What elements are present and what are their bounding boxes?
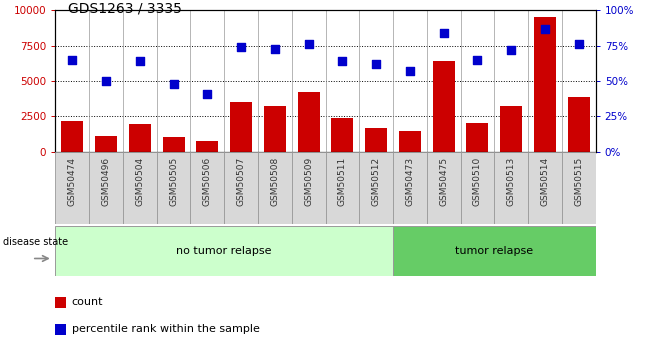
Text: no tumor relapse: no tumor relapse — [176, 246, 272, 256]
Text: GSM50508: GSM50508 — [270, 157, 279, 206]
Bar — [123, 152, 157, 224]
Text: GSM50496: GSM50496 — [102, 157, 111, 206]
Bar — [163, 137, 184, 152]
Bar — [534, 17, 556, 152]
Bar — [157, 152, 191, 224]
Text: GSM50509: GSM50509 — [304, 157, 313, 206]
Bar — [359, 152, 393, 224]
Point — [101, 78, 111, 84]
Bar — [55, 152, 89, 224]
Bar — [467, 123, 488, 152]
Text: GSM50512: GSM50512 — [372, 157, 381, 206]
Bar — [433, 61, 454, 152]
Text: GSM50511: GSM50511 — [338, 157, 347, 206]
Text: GSM50513: GSM50513 — [506, 157, 516, 206]
Text: count: count — [72, 297, 103, 307]
Point — [67, 57, 77, 63]
Text: disease state: disease state — [3, 237, 68, 247]
Text: GSM50506: GSM50506 — [203, 157, 212, 206]
Bar — [528, 152, 562, 224]
Bar — [264, 106, 286, 152]
Text: GSM50505: GSM50505 — [169, 157, 178, 206]
Point — [540, 26, 550, 31]
Bar — [129, 124, 151, 152]
Bar — [399, 130, 421, 152]
Bar — [562, 152, 596, 224]
Bar — [331, 118, 353, 152]
Text: GSM50475: GSM50475 — [439, 157, 448, 206]
Text: GSM50507: GSM50507 — [236, 157, 245, 206]
Point — [439, 30, 449, 36]
Bar — [393, 152, 427, 224]
Point — [574, 41, 584, 47]
Point — [135, 59, 145, 64]
Bar — [95, 136, 117, 152]
Bar — [500, 106, 522, 152]
Point — [169, 81, 179, 87]
Bar — [461, 152, 494, 224]
Bar — [55, 297, 66, 307]
Text: GSM50473: GSM50473 — [406, 157, 415, 206]
Bar — [55, 324, 66, 335]
Bar — [89, 152, 123, 224]
Bar — [365, 128, 387, 152]
Text: tumor relapse: tumor relapse — [455, 246, 533, 256]
Bar — [298, 92, 320, 152]
Bar — [197, 141, 218, 152]
Bar — [191, 152, 224, 224]
Point — [371, 61, 381, 67]
Point — [405, 68, 415, 74]
Point — [472, 57, 482, 63]
Bar — [230, 101, 252, 152]
Text: GSM50514: GSM50514 — [540, 157, 549, 206]
Text: percentile rank within the sample: percentile rank within the sample — [72, 324, 259, 334]
Bar — [224, 152, 258, 224]
Point — [303, 41, 314, 47]
Bar — [292, 152, 326, 224]
Bar — [326, 152, 359, 224]
Point — [236, 45, 246, 50]
Bar — [61, 121, 83, 152]
Bar — [55, 226, 393, 276]
Text: GSM50504: GSM50504 — [135, 157, 145, 206]
Bar — [568, 97, 590, 152]
Text: GSM50515: GSM50515 — [574, 157, 583, 206]
Bar — [258, 152, 292, 224]
Point — [337, 59, 348, 64]
Point — [270, 46, 280, 51]
Text: GSM50510: GSM50510 — [473, 157, 482, 206]
Text: GSM50474: GSM50474 — [68, 157, 77, 206]
Point — [202, 91, 212, 97]
Text: GDS1263 / 3335: GDS1263 / 3335 — [68, 2, 182, 16]
Bar — [393, 226, 596, 276]
Bar — [427, 152, 461, 224]
Bar — [494, 152, 528, 224]
Point — [506, 47, 516, 53]
